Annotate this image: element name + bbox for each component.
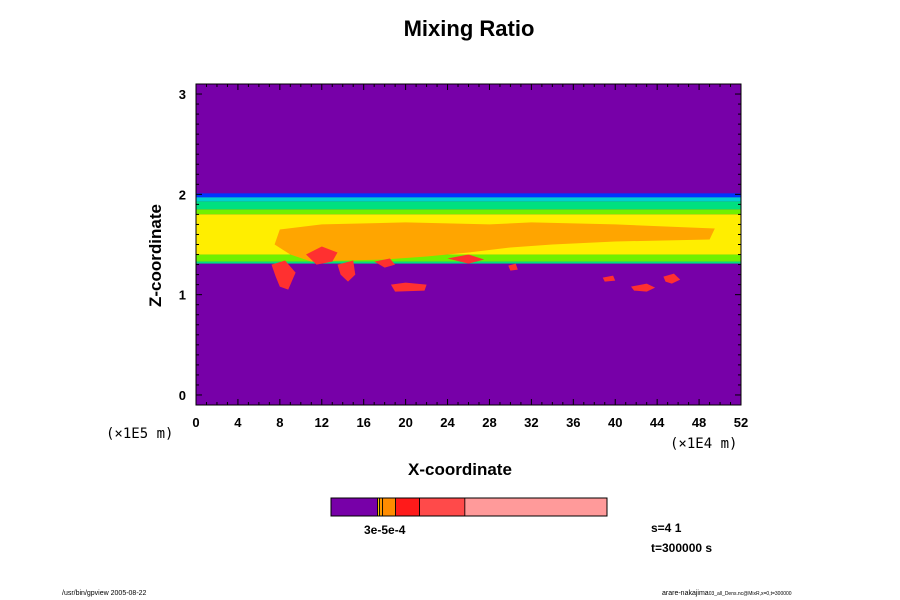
contour-region-red-6 (447, 254, 485, 264)
colorbar-segment-5 (419, 497, 466, 517)
contour-band-1 (196, 197, 741, 202)
contour-region-red-7 (508, 263, 518, 271)
x-tick-label: 32 (524, 415, 538, 430)
x-tick-label: 48 (692, 415, 706, 430)
contour-region-red-10 (663, 273, 681, 284)
info-time: t=300000 s (651, 541, 713, 555)
contour-band-3 (196, 209, 741, 215)
y-tick-label: 3 (179, 87, 186, 102)
y-axis: 0 1 2 3 (179, 83, 741, 403)
colorbar-segment-2 (379, 497, 384, 517)
x-tick-label: 28 (482, 415, 496, 430)
chart-title: Mixing Ratio (403, 16, 535, 41)
info-step: s=4 1 (651, 521, 682, 535)
colorbar-segment-3 (382, 497, 396, 517)
contour-region-red-9 (631, 283, 656, 292)
contour-band-2 (196, 201, 741, 210)
x-tick-label: 0 (192, 415, 199, 430)
y-axis-label: Z-coordinate (146, 204, 165, 307)
x-tick-label: 24 (440, 415, 455, 430)
colorbar-segment-6 (464, 497, 608, 517)
x-axis-label: X-coordinate (408, 460, 512, 479)
y-tick-label: 0 (179, 388, 186, 403)
x-tick-label: 8 (276, 415, 283, 430)
x-axis: 0 4 8 12 16 20 24 28 32 36 40 44 48 52 (192, 84, 748, 430)
contour-region-orange-0 (274, 222, 715, 262)
contour-region-red-4 (374, 258, 396, 268)
x-tick-label: 20 (398, 415, 412, 430)
x-tick-label: 52 (734, 415, 748, 430)
colorbar-frame (330, 497, 608, 517)
contour-region-red-5 (390, 282, 427, 292)
contour-region-red-8 (602, 275, 616, 282)
y-axis-exponent: (×1E5 m) (106, 426, 174, 442)
x-tick-label: 16 (356, 415, 370, 430)
colorbar-tick-label: 3e-5e-4 (364, 523, 406, 537)
colorbar-segment-4 (395, 497, 420, 517)
plot-area (195, 83, 742, 406)
x-tick-label: 12 (315, 415, 329, 430)
x-tick-label: 4 (234, 415, 242, 430)
colorbar-segment-0 (330, 497, 379, 517)
x-tick-label: 44 (650, 415, 665, 430)
contour-region-red-1 (271, 260, 296, 290)
footer-left: /usr/bin/gpview 2005-08-22 (62, 590, 147, 597)
footer-right: arare-nakajima03_all_Dens.nc@MixR,x=0,t=… (662, 590, 792, 597)
x-axis-exponent: (×1E4 m) (670, 436, 738, 452)
y-tick-label: 2 (179, 187, 186, 202)
contour-region-red-3 (337, 260, 356, 282)
x-tick-label: 40 (608, 415, 622, 430)
y-tick-label: 1 (179, 288, 186, 303)
colorbar (330, 497, 608, 517)
footer-right-author: arare-nakajima (662, 590, 709, 597)
footer-right-file: 03_all_Dens.nc@MixR,x=0,t=300000 (708, 591, 792, 597)
contour-region-red-2 (306, 246, 338, 265)
x-tick-label: 36 (566, 415, 580, 430)
contour-band-0 (196, 193, 741, 198)
